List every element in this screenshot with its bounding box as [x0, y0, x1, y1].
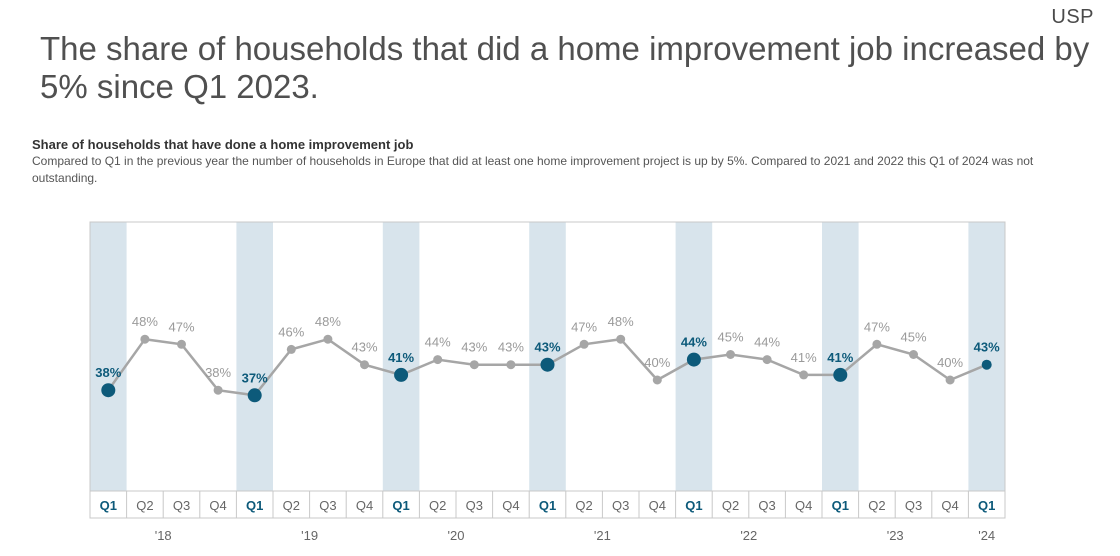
- usp-logo: USP: [1051, 6, 1094, 28]
- data-point: [981, 359, 992, 370]
- data-point: [909, 350, 918, 359]
- data-label: 44%: [681, 335, 707, 350]
- category-tick-label: Q2: [722, 498, 739, 513]
- data-point: [140, 334, 150, 344]
- category-tick-label: Q1: [685, 498, 702, 513]
- category-tick-label: Q2: [283, 498, 300, 513]
- category-tick-label: Q3: [173, 498, 190, 513]
- data-label: 45%: [717, 330, 743, 345]
- data-point: [872, 339, 882, 349]
- category-tick-label: Q3: [466, 498, 483, 513]
- data-label: 43%: [461, 340, 487, 355]
- data-point: [833, 367, 848, 382]
- headline: The share of households that did a home …: [40, 30, 1090, 105]
- data-label: 37%: [242, 370, 268, 385]
- data-label: 48%: [132, 314, 158, 329]
- year-label: '22: [740, 528, 757, 543]
- data-point: [799, 370, 809, 380]
- data-label: 43%: [498, 340, 524, 355]
- data-label: 44%: [425, 335, 451, 350]
- data-point: [579, 339, 589, 349]
- category-tick-label: Q4: [649, 498, 666, 513]
- data-label: 38%: [205, 365, 231, 380]
- category-tick-label: Q3: [319, 498, 336, 513]
- data-point: [686, 352, 701, 367]
- data-label: 47%: [864, 319, 890, 334]
- data-point: [323, 334, 333, 344]
- data-label: 40%: [937, 355, 963, 370]
- q1-highlight-band: [822, 222, 859, 491]
- year-label: '18: [155, 528, 172, 543]
- data-label: 46%: [278, 324, 304, 339]
- category-tick-label: Q1: [246, 498, 263, 513]
- data-point: [360, 360, 369, 370]
- data-point: [433, 355, 443, 365]
- category-tick-label: Q4: [356, 498, 373, 513]
- data-label: 41%: [827, 350, 853, 365]
- data-label: 44%: [754, 335, 780, 350]
- data-point: [469, 360, 479, 370]
- data-point: [213, 385, 223, 395]
- category-tick-label: Q2: [429, 498, 446, 513]
- data-label: 41%: [388, 350, 414, 365]
- category-tick-label: Q4: [209, 498, 226, 513]
- category-tick-label: Q1: [832, 498, 849, 513]
- q1-highlight-band: [968, 222, 1005, 491]
- category-tick-label: Q3: [758, 498, 775, 513]
- category-tick-label: Q2: [136, 498, 153, 513]
- data-label: 41%: [791, 350, 817, 365]
- data-label: 48%: [315, 314, 341, 329]
- data-point: [101, 383, 116, 398]
- data-point: [177, 339, 186, 349]
- data-label: 47%: [168, 319, 194, 334]
- category-tick-label: Q2: [575, 498, 592, 513]
- q1-highlight-band: [382, 222, 420, 491]
- category-tick-label: Q4: [502, 498, 519, 513]
- data-point: [652, 375, 662, 385]
- year-label: '21: [594, 528, 611, 543]
- data-label: 40%: [644, 355, 670, 370]
- data-label: 47%: [571, 319, 597, 334]
- data-label: 38%: [95, 365, 121, 380]
- category-tick-label: Q4: [795, 498, 812, 513]
- data-point: [286, 344, 296, 354]
- year-label: '23: [887, 528, 904, 543]
- data-label: 43%: [534, 340, 560, 355]
- category-tick-label: Q4: [941, 498, 958, 513]
- category-tick-label: Q1: [100, 498, 117, 513]
- data-point: [726, 350, 735, 359]
- category-tick-label: Q1: [978, 498, 995, 513]
- data-point: [945, 375, 955, 385]
- data-label: 45%: [900, 330, 926, 345]
- plot-border: [89, 221, 1006, 519]
- data-point: [616, 334, 626, 344]
- category-tick-label: Q3: [612, 498, 629, 513]
- category-tick-label: Q1: [392, 498, 409, 513]
- data-label: 43%: [351, 340, 377, 355]
- year-label: '20: [448, 528, 465, 543]
- category-tick-label: Q1: [539, 498, 556, 513]
- data-point: [394, 367, 409, 382]
- data-label: 43%: [974, 340, 1000, 355]
- q1-highlight-band: [236, 222, 273, 491]
- chart-description: Compared to Q1 in the previous year the …: [32, 154, 1034, 185]
- data-label: 48%: [608, 314, 634, 329]
- chart-subtitle: Share of households that have done a hom…: [32, 137, 414, 152]
- category-tick-label: Q2: [868, 498, 885, 513]
- q1-highlight-band: [90, 222, 127, 491]
- data-point: [540, 357, 555, 372]
- year-label: '19: [301, 528, 318, 543]
- data-point: [247, 388, 262, 403]
- data-point: [762, 355, 772, 365]
- data-point: [506, 360, 516, 370]
- year-label: '24: [978, 528, 995, 543]
- category-tick-label: Q3: [905, 498, 922, 513]
